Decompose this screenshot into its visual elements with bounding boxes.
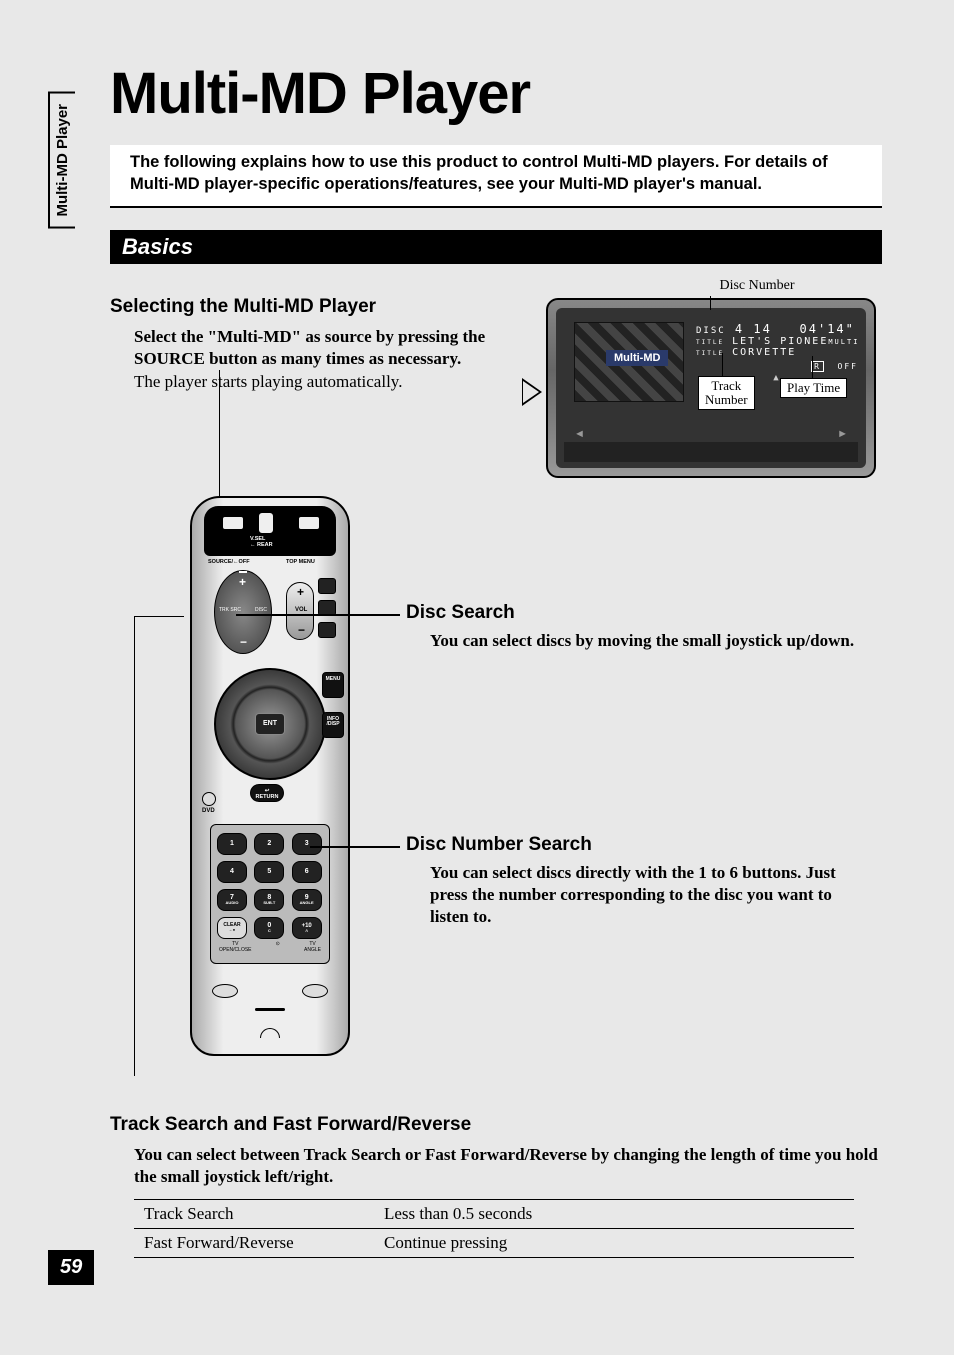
play-time-label: Play Time <box>780 378 847 398</box>
lcd-readout: DISC 4 14 04'14" TITLE LET'S PIONEEMULTI… <box>696 322 858 383</box>
play-arrow-icon <box>522 378 542 406</box>
remote-control: V.SEL ← REAR SOURCE/←OFF TOP MENU + − TR… <box>190 496 350 1056</box>
volume-rocker: + VOL − <box>286 582 314 640</box>
key-5: 5 <box>254 861 284 883</box>
key-1: 1 <box>217 833 247 855</box>
selecting-note: The player starts playing automatically. <box>134 371 510 394</box>
table-row: Fast Forward/Reverse Continue pressing <box>134 1229 854 1258</box>
page-title: Multi-MD Player <box>110 60 882 127</box>
page-content: Multi-MD Player The following explains h… <box>110 60 882 1258</box>
selecting-heading: Selecting the Multi-MD Player <box>110 296 510 318</box>
selecting-instruction: Select the "Multi-MD" as source by press… <box>134 326 510 372</box>
multi-md-badge: Multi-MD <box>606 350 668 366</box>
section-heading: Basics <box>110 230 882 264</box>
side-tab: Multi-MD Player <box>48 92 75 229</box>
track-number-label: Track Number <box>698 376 755 411</box>
table-cell: Continue pressing <box>374 1229 854 1258</box>
disc-number-search-desc: You can select discs directly with the 1… <box>430 862 866 928</box>
key-8: 8SUB.T <box>254 889 284 911</box>
table-cell: Track Search <box>134 1200 374 1229</box>
table-cell: Less than 0.5 seconds <box>374 1200 854 1229</box>
disc-search-title: Disc Search <box>406 602 866 624</box>
disc-search-callout: Disc Search You can select discs by movi… <box>406 602 866 652</box>
track-search-heading: Track Search and Fast Forward/Reverse <box>110 1114 882 1136</box>
key-7: 7AUDIO <box>217 889 247 911</box>
track-search-desc: You can select between Track Search or F… <box>134 1144 882 1190</box>
nav-wheel <box>214 668 326 780</box>
key-3: 3 <box>292 833 322 855</box>
key-6: 6 <box>292 861 322 883</box>
key-2: 2 <box>254 833 284 855</box>
menu-button: MENU <box>322 672 344 698</box>
page-number: 59 <box>48 1250 94 1285</box>
track-search-table: Track Search Less than 0.5 seconds Fast … <box>134 1199 854 1258</box>
key-9: 9ANGLE <box>292 889 322 911</box>
info-button: INFO /DISP <box>322 712 344 738</box>
disc-search-desc: You can select discs by moving the small… <box>430 630 866 652</box>
remote-illustration: V.SEL ← REAR SOURCE/←OFF TOP MENU + − TR… <box>110 496 882 1096</box>
display-illustration: Disc Number Multi-MD DISC 4 14 04'14" TI… <box>522 278 882 478</box>
disc-number-search-callout: Disc Number Search You can select discs … <box>406 834 866 928</box>
table-row: Track Search Less than 0.5 seconds <box>134 1200 854 1229</box>
disc-number-label: Disc Number <box>632 278 882 294</box>
table-cell: Fast Forward/Reverse <box>134 1229 374 1258</box>
key-plus10: +10/\ <box>292 917 322 939</box>
key-clear: CLEAR←● <box>217 917 247 939</box>
return-button: ↩RETURN <box>250 784 284 802</box>
disc-number-search-title: Disc Number Search <box>406 834 866 856</box>
intro-text: The following explains how to use this p… <box>110 145 882 208</box>
key-4: 4 <box>217 861 247 883</box>
key-0: 0C <box>254 917 284 939</box>
source-joystick: + − TRK SRC DISC <box>214 570 272 654</box>
number-pad: 1 2 3 4 5 6 7AUDIO 8SUB.T 9ANGLE CLEAR←●… <box>210 824 330 964</box>
